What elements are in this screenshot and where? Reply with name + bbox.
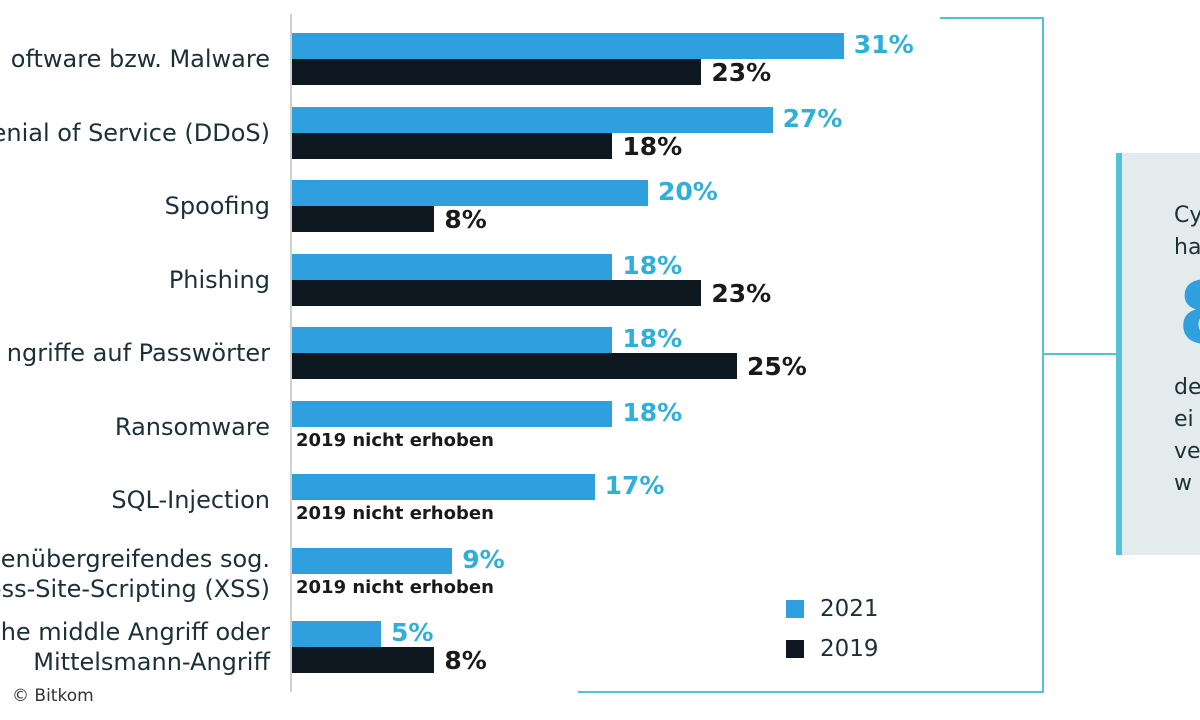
category-label: he middle Angriff oder Mittelsmann-Angrif… [1, 617, 270, 677]
category-label-line: enial of Service (DDoS) [0, 118, 270, 147]
info-line: w [1174, 471, 1192, 496]
value-label-2021: 31% [853, 30, 914, 59]
info-big-number: 8 [1178, 271, 1200, 357]
bar-2021 [292, 106, 773, 133]
category-label: SQL-Injection [111, 485, 270, 515]
category-label: Spoofing [165, 191, 270, 221]
legend-swatch-2021 [786, 600, 804, 618]
category-label: Ransomware [115, 412, 270, 442]
not-collected-note: 2019 nicht erhoben [296, 576, 494, 598]
value-label-2021: 18% [622, 397, 683, 427]
bar-2021 [292, 253, 613, 280]
bar-2021 [292, 621, 381, 647]
legend-label-2021: 2021 [820, 596, 879, 622]
bar-2021 [292, 327, 613, 353]
bracket-right [1042, 17, 1044, 693]
category-label-line: Spoofing [164, 192, 270, 220]
info-box: Cy ha 8 de ei ve w [1116, 153, 1200, 555]
category-label: enübergreifendes sog. oss-Site-Scripting … [0, 544, 270, 604]
legend-item-2021: 2021 [786, 596, 879, 622]
value-label-2021: 20% [658, 177, 718, 206]
bracket-connector [1042, 353, 1116, 355]
value-label-2019: 18% [622, 131, 683, 161]
bar-2019 [292, 206, 435, 232]
category-label: enial of Service (DDoS) [0, 118, 270, 148]
bar-2021 [292, 33, 844, 59]
bracket-bottom [578, 691, 1044, 693]
bar-2021 [292, 400, 613, 427]
category-label-line: he middle Angriff oder [0, 618, 270, 646]
info-line: Cy [1174, 203, 1200, 228]
info-line: de [1174, 375, 1200, 400]
bar-2021 [292, 180, 648, 206]
bracket-top [940, 17, 1044, 19]
category-label: ngriffe auf Passwörter [7, 338, 270, 368]
legend-item-2019: 2019 [786, 636, 879, 662]
category-label-line: oftware bzw. Malware [10, 45, 270, 73]
value-label-2021: 5% [391, 618, 434, 647]
value-label-2019: 8% [444, 205, 487, 234]
legend-swatch-2019 [786, 640, 804, 658]
bar-2021 [292, 474, 595, 500]
info-line: ei [1174, 407, 1194, 432]
bar-2021 [292, 547, 453, 574]
value-label-2021: 18% [622, 324, 683, 353]
category-label-line: Mittelsmann-Angriff [33, 648, 270, 676]
info-line: ve [1174, 439, 1200, 464]
category-label: oftware bzw. Malware [11, 44, 270, 74]
category-label-line: enübergreifendes sog. [0, 544, 270, 573]
category-label-line: Ransomware [114, 412, 270, 441]
category-label-line: oss-Site-Scripting (XSS) [0, 574, 270, 603]
value-label-2019: 25% [747, 352, 807, 381]
bar-2019 [292, 647, 435, 673]
bar-2019 [292, 279, 702, 306]
category-label-line: SQL-Injection [111, 486, 270, 514]
value-label-2021: 27% [782, 103, 843, 133]
not-collected-note: 2019 nicht erhoben [296, 429, 494, 451]
legend-label-2019: 2019 [820, 636, 879, 662]
value-label-2019: 23% [711, 278, 772, 308]
value-label-2021: 18% [622, 250, 683, 280]
category-label-line: ngriffe auf Passwörter [6, 339, 270, 367]
source-credit: © Bitkom [12, 686, 94, 706]
category-label-line: Phishing [168, 265, 270, 294]
value-label-2019: 23% [711, 58, 772, 87]
bar-2019 [292, 353, 737, 379]
y-axis-line [290, 14, 292, 692]
value-label-2021: 9% [462, 544, 505, 574]
category-label: Phishing [169, 265, 270, 295]
info-line: ha [1174, 235, 1200, 260]
value-label-2019: 8% [444, 646, 487, 675]
not-collected-note: 2019 nicht erhoben [296, 503, 494, 524]
bar-2019 [292, 132, 613, 159]
bar-2019 [292, 59, 702, 85]
value-label-2021: 17% [604, 471, 665, 500]
